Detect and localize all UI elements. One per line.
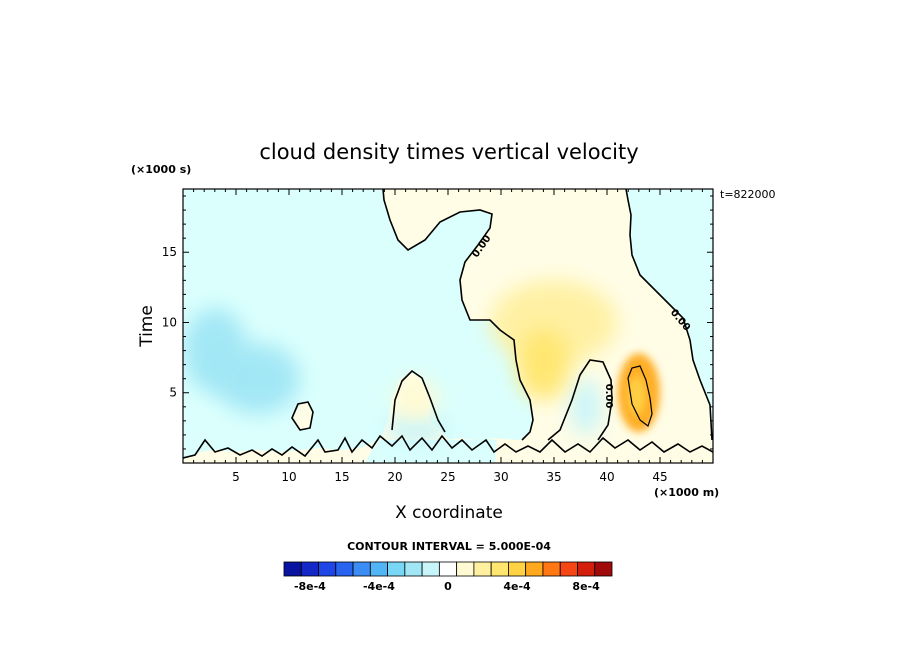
x-axis-unit: (×1000 m) bbox=[654, 486, 719, 499]
colorbar-swatch bbox=[456, 561, 475, 577]
x-tick-label: 40 bbox=[599, 470, 614, 484]
x-tick-label: 30 bbox=[493, 470, 508, 484]
colorbar-swatch bbox=[525, 561, 544, 577]
field-features bbox=[183, 280, 660, 445]
zero-contour-mid bbox=[547, 359, 613, 441]
colorbar-tick-label: -8e-4 bbox=[294, 580, 326, 593]
colorbar-swatch bbox=[335, 561, 354, 577]
zero-contour-bottom bbox=[183, 434, 713, 459]
y-axis-label: Time bbox=[137, 305, 157, 348]
x-axis-label: X coordinate bbox=[395, 503, 503, 523]
contour-label-mid: 0.00 bbox=[603, 384, 614, 409]
colorbar-tick-label: 8e-4 bbox=[572, 580, 600, 593]
colorbar-swatch bbox=[387, 561, 406, 577]
colorbar-swatch bbox=[508, 561, 527, 577]
x-tick-label: 25 bbox=[440, 470, 455, 484]
y-axis-unit: (×1000 s) bbox=[131, 163, 191, 176]
colorbar-swatch bbox=[542, 561, 561, 577]
x-tick-label: 15 bbox=[334, 470, 349, 484]
colorbar-swatch bbox=[490, 561, 509, 577]
colorbar-swatch bbox=[404, 561, 423, 577]
colorbar-swatch bbox=[473, 561, 492, 577]
colorbar-swatch bbox=[594, 561, 613, 577]
colorbar-swatch bbox=[300, 561, 319, 577]
colorbar-swatch bbox=[369, 561, 388, 577]
colorbar-swatch bbox=[318, 561, 337, 577]
max-contour bbox=[627, 365, 653, 427]
x-tick-label: 45 bbox=[652, 470, 667, 484]
colorbar-swatch bbox=[421, 561, 440, 577]
zero-contour-hump bbox=[391, 369, 446, 433]
y-tick-label: 5 bbox=[169, 386, 177, 400]
colorbar-swatch bbox=[577, 561, 596, 577]
y-tick-label: 10 bbox=[162, 315, 177, 329]
field-feature-negative-3 bbox=[569, 378, 602, 435]
x-axis-ticks: 5 10 15 20 25 30 35 40 45 bbox=[193, 189, 703, 484]
timestamp-label: t=822000 bbox=[720, 188, 776, 201]
zero-contour-island bbox=[291, 401, 314, 431]
colorbar-swatch bbox=[438, 561, 458, 577]
x-tick-label: 35 bbox=[546, 470, 561, 484]
colorbar-tick-label: 0 bbox=[444, 580, 452, 593]
field-feature-negative-1 bbox=[214, 343, 300, 414]
zero-contours bbox=[183, 189, 713, 459]
field-feature-positive-5 bbox=[516, 329, 570, 400]
colorbar-swatch bbox=[559, 561, 578, 577]
field-feature-negative-2 bbox=[384, 411, 449, 445]
x-tick-label: 20 bbox=[387, 470, 402, 484]
x-tick-label: 10 bbox=[281, 470, 296, 484]
colorbar-tick-label: -4e-4 bbox=[363, 580, 395, 593]
colorbar-swatch bbox=[352, 561, 371, 577]
field-feature-positive-4 bbox=[490, 280, 618, 365]
y-tick-label: 15 bbox=[162, 245, 177, 259]
zero-contour-right bbox=[625, 189, 713, 441]
y-axis-ticks: 5 10 15 bbox=[162, 195, 713, 450]
colorbar-tick-label: 4e-4 bbox=[503, 580, 531, 593]
colorbar-swatch bbox=[283, 561, 302, 577]
colorbar-labels: -8e-4 -4e-4 0 4e-4 8e-4 bbox=[294, 580, 600, 593]
colorbar bbox=[283, 561, 613, 577]
chart-title: cloud density times vertical velocity bbox=[259, 140, 638, 164]
x-tick-label: 5 bbox=[232, 470, 240, 484]
positive-region-small bbox=[292, 402, 313, 430]
zero-contour-main bbox=[382, 189, 534, 441]
contour-interval-label: CONTOUR INTERVAL = 5.000E-04 bbox=[347, 540, 551, 553]
